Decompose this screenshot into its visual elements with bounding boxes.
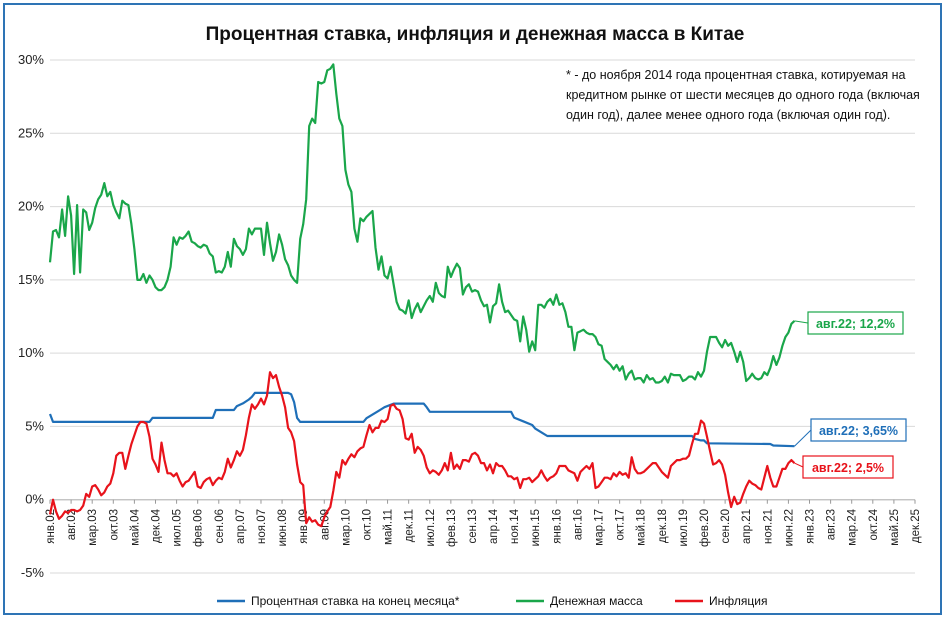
x-tick-label: фев.13	[446, 509, 458, 547]
x-tick-label: мар.10	[340, 509, 352, 546]
legend: Процентная ставка на конец месяца* Денежн…	[217, 594, 767, 608]
x-tick-label: янв.23	[805, 509, 817, 544]
legend-label: Денежная масса	[550, 594, 643, 608]
x-tick-label: сен.13	[467, 509, 479, 543]
x-tick-label: дек.25	[910, 509, 922, 543]
series-line	[48, 371, 796, 528]
callout-leader	[794, 462, 804, 468]
x-tick-label: ноя.14	[509, 508, 521, 544]
x-tick-label: авг.09	[319, 509, 331, 540]
x-tick-label: дек.11	[404, 509, 416, 542]
x-tick-label: июн.08	[277, 509, 289, 546]
x-tick-label: окт.03	[108, 509, 120, 541]
x-tick-label: окт.17	[615, 509, 627, 541]
legend-label: Инфляция	[709, 594, 767, 608]
x-tick-label: сен.20	[720, 509, 732, 543]
x-tick-label: ноя.21	[762, 509, 774, 544]
chart-title: Процентная ставка, инфляция и денежная м…	[206, 24, 745, 45]
x-tick-label: сен.06	[214, 509, 226, 543]
x-tick-label: июн.15	[530, 509, 542, 546]
x-tick-label: авг.16	[572, 509, 584, 540]
x-tick-label: окт.10	[361, 509, 373, 541]
x-tick-label: мар.24	[847, 508, 859, 545]
callout-label: авг.22; 2,5%	[812, 461, 884, 475]
y-tick-label: 30%	[18, 52, 44, 67]
x-tick-label: апр.07	[235, 509, 247, 544]
chart-frame: Процентная ставка, инфляция и денежная м…	[3, 3, 942, 615]
x-tick-label: мар.03	[87, 509, 99, 546]
x-tick-label: апр.14	[488, 508, 500, 544]
callout-label: авг.22; 3,65%	[819, 424, 898, 438]
x-tick-label: окт.24	[868, 508, 880, 540]
footnote: * - до ноября 2014 года процентная ставк…	[566, 68, 920, 122]
callout-label: авг.22; 12,2%	[816, 317, 895, 331]
x-tick-label: май.04	[129, 508, 141, 545]
footnote-line: кредитном рынке от шести месяцев до одно…	[566, 88, 920, 102]
x-tick-label: авг.23	[826, 509, 838, 540]
callout-box	[807, 311, 904, 335]
x-axis-ticks: янв.02 авг.02 мар.03 окт.03 май.04 дек.04 июл.…	[45, 499, 922, 547]
x-tick-label: дек.18	[657, 509, 669, 543]
value-callouts: авг.22; 12,2% авг.22; 3,65% авг.22; 2,5%	[794, 311, 907, 479]
x-tick-label: май.11	[383, 509, 395, 545]
callout-leader	[794, 429, 812, 447]
x-tick-label: янв.09	[298, 509, 310, 544]
x-tick-label: мар.17	[594, 509, 606, 546]
y-axis-ticks: -5% 0% 5% 10% 15% 20% 25% 30%	[18, 52, 44, 580]
x-tick-label: июн.22	[783, 509, 795, 546]
x-tick-label: фев.06	[193, 509, 205, 547]
x-tick-label: дек.04	[150, 508, 162, 543]
x-tick-label: ноя.07	[256, 509, 268, 544]
callout-box	[802, 455, 894, 479]
footnote-line: * - до ноября 2014 года процентная ставк…	[566, 68, 905, 82]
legend-label: Процентная ставка на конец месяца*	[251, 594, 460, 608]
x-tick-label: июл.19	[678, 509, 690, 547]
x-tick-label: апр.21	[741, 509, 753, 544]
y-tick-label: 10%	[18, 345, 44, 360]
line-chart: Процентная ставка, инфляция и денежная м…	[18, 24, 922, 608]
x-tick-label: май.18	[636, 509, 648, 546]
callout-leader	[794, 320, 809, 324]
y-tick-label: -5%	[21, 565, 45, 580]
y-tick-label: 15%	[18, 272, 44, 287]
gridlines	[50, 59, 915, 574]
x-tick-label: фев.20	[699, 509, 711, 547]
series-line	[48, 391, 795, 448]
callout-box	[810, 418, 907, 442]
y-tick-label: 0%	[25, 492, 44, 507]
y-tick-label: 25%	[18, 125, 44, 140]
x-tick-label: янв.02	[45, 509, 57, 544]
series-lines	[48, 63, 796, 528]
x-tick-label: авг.02	[66, 509, 78, 540]
y-tick-label: 20%	[18, 199, 44, 214]
x-tick-label: июл.12	[425, 509, 437, 547]
footnote-line: один год), далее менее одного года (вклю…	[566, 108, 890, 122]
x-tick-label: янв.16	[551, 509, 563, 544]
y-tick-label: 5%	[25, 418, 44, 433]
x-tick-label: май.25	[889, 509, 901, 546]
x-tick-label: июл.05	[172, 509, 184, 547]
series-line	[48, 63, 796, 384]
